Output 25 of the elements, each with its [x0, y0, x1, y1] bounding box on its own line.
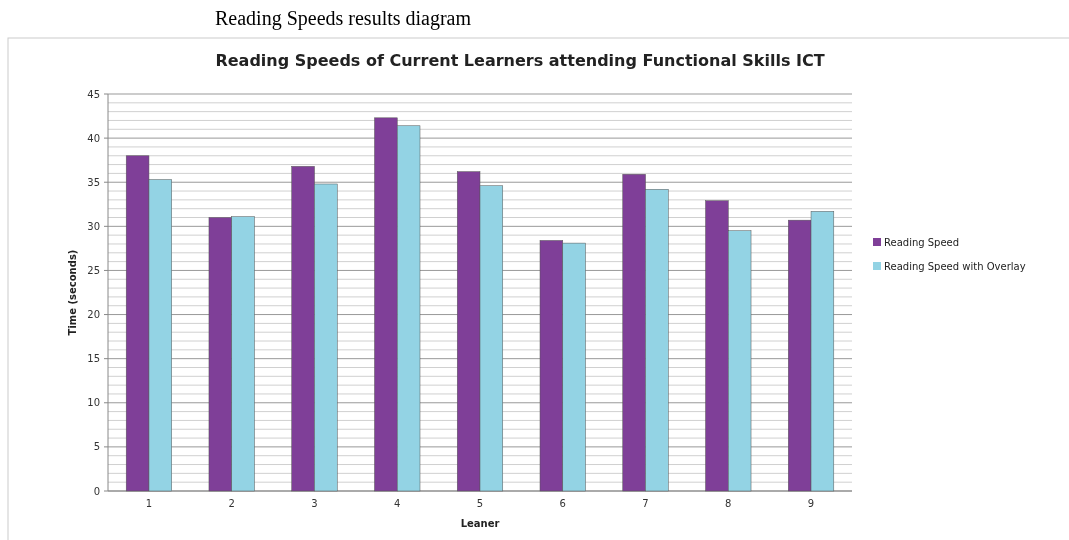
y-axis-title: Time (seconds)	[67, 249, 78, 336]
x-tick-label: 6	[559, 498, 566, 509]
x-tick-label: 4	[394, 498, 401, 509]
chart-title: Reading Speeds of Current Learners attending Functional Skills ICT	[215, 51, 825, 70]
y-tick-label: 30	[87, 220, 100, 232]
x-tick-label: 2	[228, 498, 235, 509]
y-tick-label: 35	[87, 176, 100, 188]
y-tick-label: 20	[87, 309, 100, 321]
y-tick-label: 10	[87, 397, 100, 409]
text: Reading Speeds results diagram	[215, 7, 472, 30]
y-tick-label: 5	[93, 441, 100, 453]
y-tick-label: 15	[87, 353, 100, 365]
x-tick-label: 8	[725, 498, 732, 509]
y-tick-label: 45	[87, 88, 100, 100]
x-tick-label: 3	[311, 498, 318, 509]
legend-label: Reading Speed with Overlay	[884, 260, 1026, 272]
legend-label: Reading Speed	[884, 236, 960, 248]
x-tick-label: 9	[807, 498, 815, 509]
x-tick-label: 1	[145, 498, 153, 509]
x-tick-label: 5	[476, 498, 484, 509]
x-axis-title: Leaner	[460, 518, 500, 529]
y-tick-label: 25	[87, 264, 100, 276]
y-tick-label: 0	[93, 485, 100, 497]
x-tick-label: 7	[642, 498, 649, 509]
y-tick-label: 40	[87, 132, 100, 144]
